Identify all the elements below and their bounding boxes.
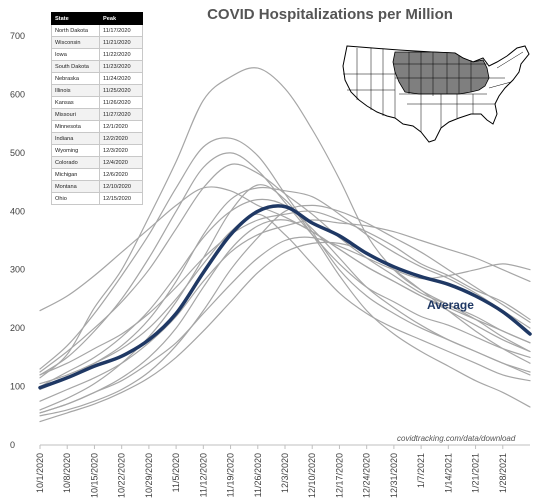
table-row: Indiana 12/2/2020 (51, 132, 143, 145)
table-row: Wyoming 12/3/2020 (51, 144, 143, 157)
x-tick-label: 1/28/2021 (498, 453, 508, 493)
x-tick-label: 12/3/2020 (280, 453, 290, 493)
table-row: Michigan 12/6/2020 (51, 168, 143, 181)
state-cell: Wyoming (51, 144, 100, 157)
state-series-line-14 (39, 213, 531, 385)
table-row: Illinois 11/25/2020 (51, 84, 143, 97)
x-tick-label: 10/1/2020 (35, 453, 45, 493)
peak-cell: 11/25/2020 (99, 84, 143, 97)
x-tick-label: 10/8/2020 (62, 453, 72, 493)
peak-cell: 12/6/2020 (99, 168, 143, 181)
state-cell: Illinois (51, 84, 100, 97)
state-series-line-11 (39, 186, 531, 344)
table-row: Colorado 12/4/2020 (51, 156, 143, 169)
column-header-state: State (51, 12, 100, 25)
peak-cell: 12/15/2020 (99, 192, 143, 205)
state-cell: Colorado (51, 156, 100, 169)
x-tick-label: 11/5/2020 (171, 453, 181, 492)
state-series-line-6 (39, 186, 531, 391)
peak-cell: 12/4/2020 (99, 156, 143, 169)
state-cell: Wisconsin (51, 36, 100, 49)
x-tick-label: 11/19/2020 (226, 453, 236, 497)
table-row: Kansas 11/26/2020 (51, 96, 143, 109)
x-tick-label: 12/17/2020 (334, 453, 344, 498)
peak-cell: 11/23/2020 (99, 60, 143, 73)
average-line (38, 204, 532, 390)
column-header-peak: Peak (99, 12, 143, 25)
y-tick-label: 700 (10, 31, 25, 41)
table-row: South Dakota 11/23/2020 (51, 60, 143, 73)
state-lines (39, 67, 531, 423)
source-note: covidtracking.com/data/download (397, 434, 516, 443)
state-series-line-4 (39, 163, 531, 373)
y-tick-label: 500 (10, 148, 25, 158)
state-borders (343, 48, 524, 132)
state-cell: Montana (51, 180, 100, 193)
x-tick-label: 10/29/2020 (144, 453, 154, 498)
state-cell: Minnesota (51, 120, 100, 133)
table-row: Iowa 11/22/2020 (51, 48, 143, 61)
state-cell: Nebraska (51, 72, 100, 85)
peak-cell: 12/1/2020 (99, 120, 143, 133)
x-tick-label: 11/12/2020 (198, 453, 208, 497)
x-tick-label: 12/10/2020 (307, 453, 317, 498)
peak-cell: 12/3/2020 (99, 144, 143, 157)
y-tick-label: 0 (10, 440, 15, 450)
us-map-inset (342, 45, 530, 143)
midwest-region (392, 51, 490, 95)
x-tick-label: 1/14/2021 (443, 453, 453, 493)
table-header-row: State Peak (51, 12, 143, 25)
state-series-line-12 (39, 236, 531, 414)
x-tick-label: 10/15/2020 (89, 453, 99, 498)
x-tick-label: 1/21/2021 (471, 453, 481, 493)
state-series-line-15 (39, 184, 531, 411)
state-cell: Missouri (51, 108, 100, 121)
peak-cell: 11/17/2020 (99, 24, 143, 37)
state-cell: Iowa (51, 48, 100, 61)
y-tick-label: 100 (10, 382, 25, 392)
state-series-line-10 (39, 204, 531, 417)
chart-title: COVID Hospitalizations per Million (207, 6, 453, 23)
table-row: Nebraska 11/24/2020 (51, 72, 143, 85)
state-cell: Ohio (51, 192, 100, 205)
table-row: Ohio 12/15/2020 (51, 192, 143, 205)
table-row: Montana 12/10/2020 (51, 180, 143, 193)
table-row: Wisconsin 11/21/2020 (51, 36, 143, 49)
y-tick-label: 200 (10, 323, 25, 333)
x-tick-label: 12/31/2020 (389, 453, 399, 498)
x-tick-label: 10/22/2020 (117, 453, 127, 498)
x-tick-label: 1/7/2021 (416, 453, 426, 488)
peak-date-table: State Peak North Dakota 11/17/2020 Wiscon… (51, 12, 143, 205)
x-tick-label: 12/24/2020 (362, 453, 372, 498)
table-row: Missouri 11/27/2020 (51, 108, 143, 121)
state-series-line-13 (39, 241, 531, 423)
peak-cell: 11/22/2020 (99, 48, 143, 61)
state-series-line-3 (39, 152, 531, 376)
x-axis: 10/1/2020 10/8/2020 10/15/2020 10/22/2020 10… (35, 445, 508, 498)
table-row: Minnesota 12/1/2020 (51, 120, 143, 133)
peak-cell: 11/24/2020 (99, 72, 143, 85)
average-label: Average (427, 298, 474, 312)
y-tick-label: 400 (10, 206, 25, 216)
y-tick-label: 300 (10, 265, 25, 275)
y-tick-label: 600 (10, 89, 25, 99)
average-series-line (38, 204, 532, 390)
peak-cell: 11/21/2020 (99, 36, 143, 49)
x-tick-label: 11/26/2020 (253, 453, 263, 497)
table-row: North Dakota 11/17/2020 (51, 24, 143, 37)
peak-cell: 12/10/2020 (99, 180, 143, 193)
peak-cell: 11/26/2020 (99, 96, 143, 109)
state-cell: Michigan (51, 168, 100, 181)
peak-cell: 11/27/2020 (99, 108, 143, 121)
state-cell: North Dakota (51, 24, 100, 37)
state-cell: Kansas (51, 96, 100, 109)
state-series-line-7 (39, 210, 531, 376)
peak-cell: 12/2/2020 (99, 132, 143, 145)
state-cell: South Dakota (51, 60, 100, 73)
state-cell: Indiana (51, 132, 100, 145)
